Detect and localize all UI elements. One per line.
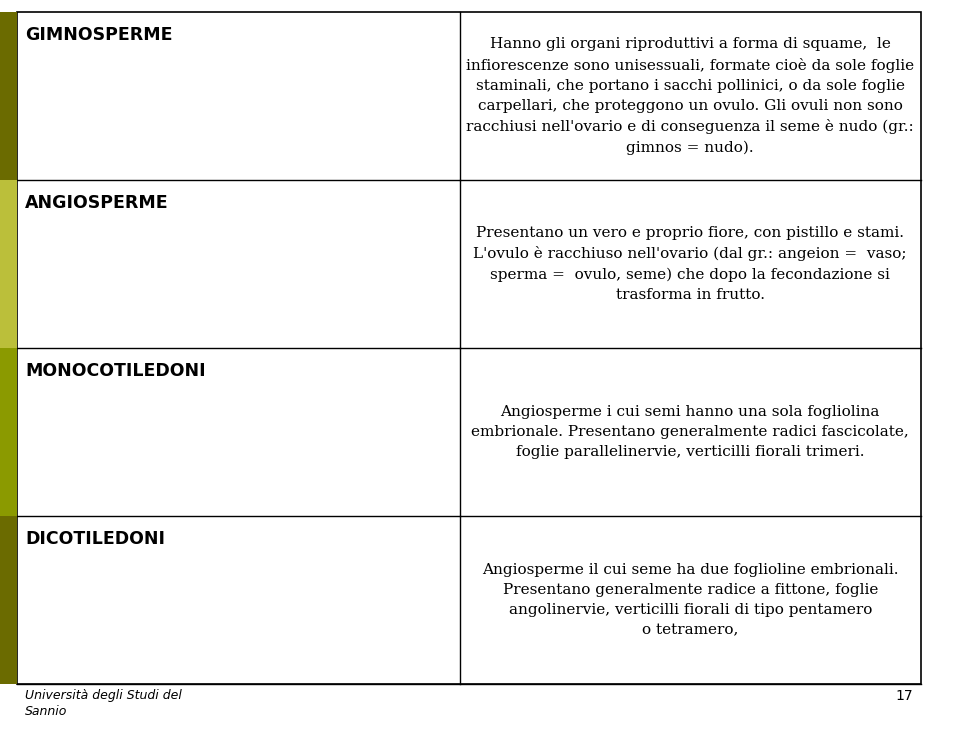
Text: Università degli Studi del
Sannio: Università degli Studi del Sannio [25,689,181,718]
Text: GIMNOSPERME: GIMNOSPERME [25,26,173,44]
Bar [0,516,17,684]
Text: Presentano un vero e proprio fiore, con pistillo e stami.
L'ovulo è racchiuso ne: Presentano un vero e proprio fiore, con … [473,226,907,302]
Text: MONOCOTILEDONI: MONOCOTILEDONI [25,362,205,380]
Bar [0,180,17,348]
Bar [0,348,17,516]
Bar [0,12,17,180]
Text: 17: 17 [896,689,913,703]
Text: ANGIOSPERME: ANGIOSPERME [25,194,169,212]
Text: Hanno gli organi riproduttivi a forma di squame,  le
infiorescenze sono unisessu: Hanno gli organi riproduttivi a forma di… [467,37,914,155]
Text: Angiosperme i cui semi hanno una sola fogliolina
embrionale. Presentano generalm: Angiosperme i cui semi hanno una sola fo… [471,405,909,459]
Text: Angiosperme il cui seme ha due foglioline embrionali.
Presentano generalmente ra: Angiosperme il cui seme ha due fogliolin… [482,563,899,637]
Text: DICOTILEDONI: DICOTILEDONI [25,530,165,548]
